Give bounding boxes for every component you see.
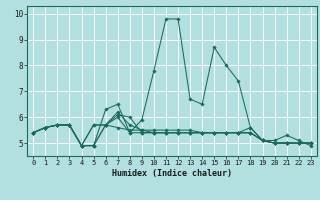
X-axis label: Humidex (Indice chaleur): Humidex (Indice chaleur) xyxy=(112,169,232,178)
